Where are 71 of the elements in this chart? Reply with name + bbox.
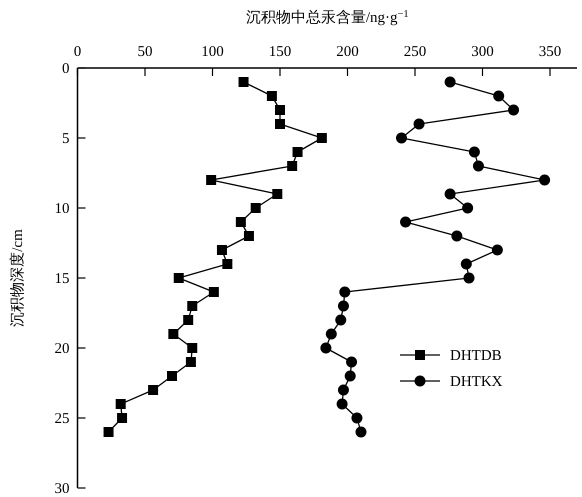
point (344, 370, 356, 382)
point (116, 399, 126, 409)
point (444, 188, 456, 200)
point (400, 216, 412, 228)
point (104, 427, 114, 437)
y-tick-label: 25 (54, 411, 70, 427)
y-axis-title: 沉积物深度/cm (9, 228, 26, 327)
x-axis-title: 沉积物中总汞含量/ng·g$^{−1}$ (246, 8, 409, 26)
y-tick-label: 30 (54, 481, 70, 497)
point (186, 357, 196, 367)
point (396, 132, 407, 144)
point (148, 385, 158, 395)
point (468, 146, 480, 158)
y-tick-label: 10 (54, 201, 70, 217)
point (508, 104, 520, 116)
point (216, 245, 227, 255)
point (339, 286, 350, 298)
legend-label: DHTDB (450, 348, 502, 364)
point (183, 315, 194, 325)
point (275, 119, 285, 129)
point (451, 230, 462, 242)
point (539, 174, 550, 186)
point (493, 90, 504, 102)
point (272, 189, 282, 199)
point (187, 301, 198, 311)
point (335, 314, 346, 326)
point (275, 105, 285, 115)
point (187, 343, 198, 353)
legend-label: DHTKX (450, 374, 503, 390)
point (320, 342, 332, 354)
point (472, 160, 484, 172)
x-tick-label: 100 (201, 44, 224, 60)
y-tick-label: 0 (62, 61, 70, 77)
point (464, 272, 474, 284)
y-tick-label: 15 (54, 271, 70, 287)
x-tick-label: 50 (138, 44, 152, 60)
point (208, 287, 219, 297)
point (338, 384, 349, 396)
point (266, 91, 277, 101)
point (206, 175, 216, 185)
point (287, 161, 298, 171)
point (462, 202, 474, 214)
point (338, 300, 349, 312)
x-tick-label: 200 (336, 44, 359, 60)
point (167, 371, 177, 381)
point (492, 244, 503, 256)
point (168, 329, 178, 339)
point (326, 328, 337, 340)
point (222, 259, 232, 269)
point (460, 258, 472, 270)
point (244, 231, 254, 241)
point (444, 76, 456, 88)
point (174, 273, 184, 283)
x-tick-label: 350 (538, 44, 562, 60)
point (414, 118, 425, 130)
x-tick-label: 0 (74, 44, 82, 60)
x-tick-label: 150 (268, 44, 292, 60)
x-tick-label: 300 (471, 44, 494, 60)
y-tick-label: 5 (62, 131, 70, 147)
point (236, 217, 246, 227)
point (117, 413, 128, 423)
point (292, 147, 303, 157)
point (250, 203, 261, 213)
point (336, 398, 348, 410)
point (356, 426, 366, 438)
point (346, 356, 358, 368)
point (238, 77, 249, 87)
point (351, 412, 362, 424)
y-tick-label: 20 (54, 341, 70, 357)
x-tick-label: 250 (404, 44, 426, 60)
point (316, 133, 327, 143)
